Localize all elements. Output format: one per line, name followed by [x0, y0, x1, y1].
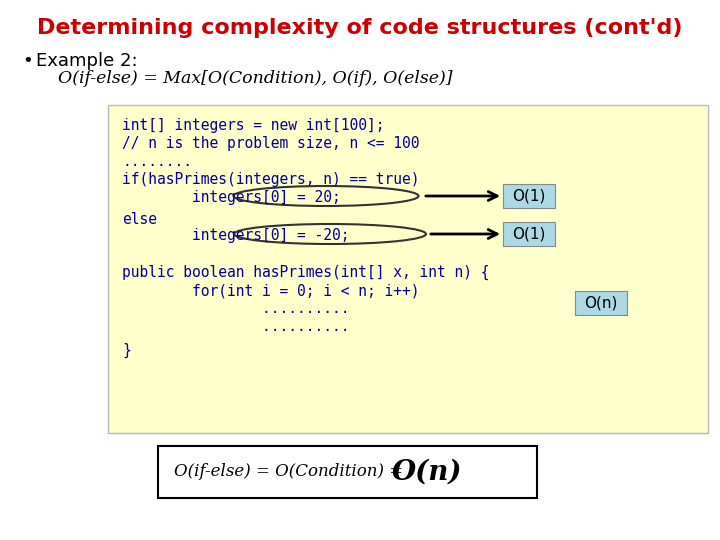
Text: ........: ........	[122, 154, 192, 169]
Text: O(n): O(n)	[392, 458, 462, 485]
Text: O(if-else) = Max[O(Condition), O(if), O(else)]: O(if-else) = Max[O(Condition), O(if), O(…	[36, 70, 452, 87]
Text: if(hasPrimes(integers, n) == true): if(hasPrimes(integers, n) == true)	[122, 172, 420, 187]
FancyBboxPatch shape	[108, 105, 708, 433]
Text: O(1): O(1)	[513, 188, 546, 204]
Text: public boolean hasPrimes(int[] x, int n) {: public boolean hasPrimes(int[] x, int n)…	[122, 265, 490, 280]
Text: ..........: ..........	[122, 301, 349, 316]
Text: }: }	[122, 343, 131, 358]
FancyBboxPatch shape	[503, 222, 555, 246]
Text: ..........: ..........	[122, 319, 349, 334]
Text: integers[0] = -20;: integers[0] = -20;	[122, 228, 349, 243]
Text: O(n): O(n)	[585, 295, 618, 310]
Text: Example 2:: Example 2:	[36, 52, 138, 70]
Text: Determining complexity of code structures (cont'd): Determining complexity of code structure…	[37, 18, 683, 38]
FancyBboxPatch shape	[575, 291, 627, 315]
Text: // n is the problem size, n <= 100: // n is the problem size, n <= 100	[122, 136, 420, 151]
Text: else: else	[122, 212, 157, 227]
Text: integers[0] = 20;: integers[0] = 20;	[122, 190, 341, 205]
Text: •: •	[22, 52, 32, 70]
FancyBboxPatch shape	[503, 184, 555, 208]
Text: for(int i = 0; i < n; i++): for(int i = 0; i < n; i++)	[122, 283, 420, 298]
Text: int[] integers = new int[100];: int[] integers = new int[100];	[122, 118, 384, 133]
Text: O(1): O(1)	[513, 226, 546, 241]
FancyBboxPatch shape	[158, 446, 537, 498]
Text: O(if-else) = O(Condition) =: O(if-else) = O(Condition) =	[174, 463, 408, 481]
